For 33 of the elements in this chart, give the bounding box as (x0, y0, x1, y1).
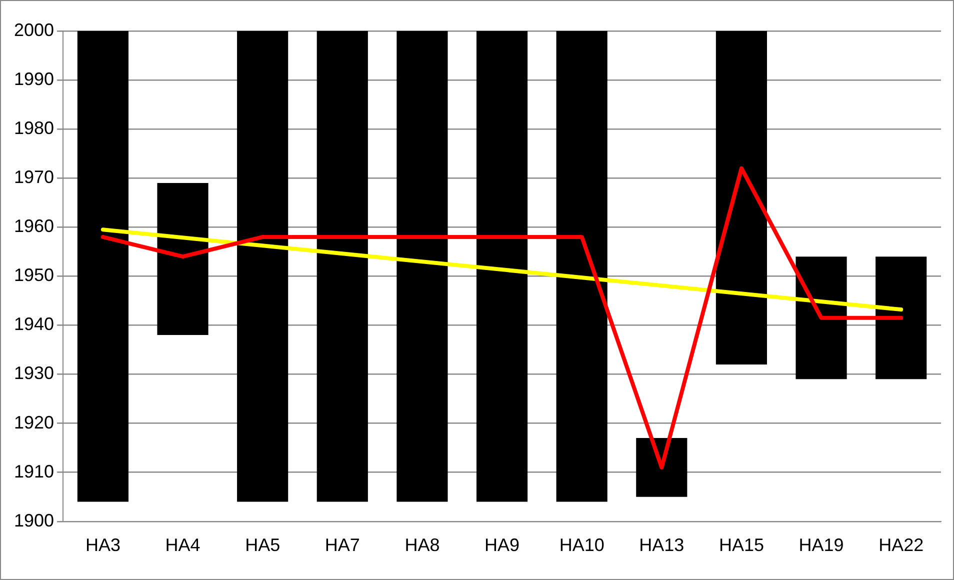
y-tick-label: 1980 (14, 118, 54, 138)
bar (716, 31, 768, 364)
y-tick-label: 1930 (14, 363, 54, 384)
bar (316, 31, 368, 502)
x-tick-label: HA3 (85, 535, 120, 556)
y-tick-label: 1960 (14, 216, 54, 236)
bar (157, 183, 208, 336)
x-tick-label: HA10 (559, 535, 604, 556)
bar (556, 31, 608, 502)
x-tick-label: HA19 (798, 535, 844, 556)
x-tick-label: HA8 (404, 535, 440, 556)
bar (636, 438, 688, 497)
y-tick-label: 1940 (14, 314, 54, 334)
x-tick-label: HA13 (639, 535, 684, 556)
bar (77, 31, 128, 502)
x-tick-label: HA5 (245, 535, 280, 556)
bar (476, 31, 528, 502)
y-tick-label: 1970 (14, 167, 54, 188)
y-tick-label: 1910 (14, 461, 54, 482)
x-tick-label: HA15 (718, 535, 764, 556)
bar (796, 256, 847, 380)
x-tick-label: HA9 (484, 535, 520, 556)
x-tick-label: HA7 (324, 535, 360, 556)
y-tick-label: 2000 (14, 20, 54, 40)
bar (396, 31, 448, 502)
y-tick-label: 1990 (14, 69, 54, 90)
y-tick-label: 1950 (14, 265, 54, 286)
y-tick-label: 1920 (14, 412, 54, 432)
bar (237, 31, 288, 502)
y-tick-label: 1900 (14, 510, 54, 530)
x-tick-label: HA4 (165, 535, 200, 556)
x-tick-label: HA22 (878, 535, 924, 556)
bar (876, 256, 927, 380)
